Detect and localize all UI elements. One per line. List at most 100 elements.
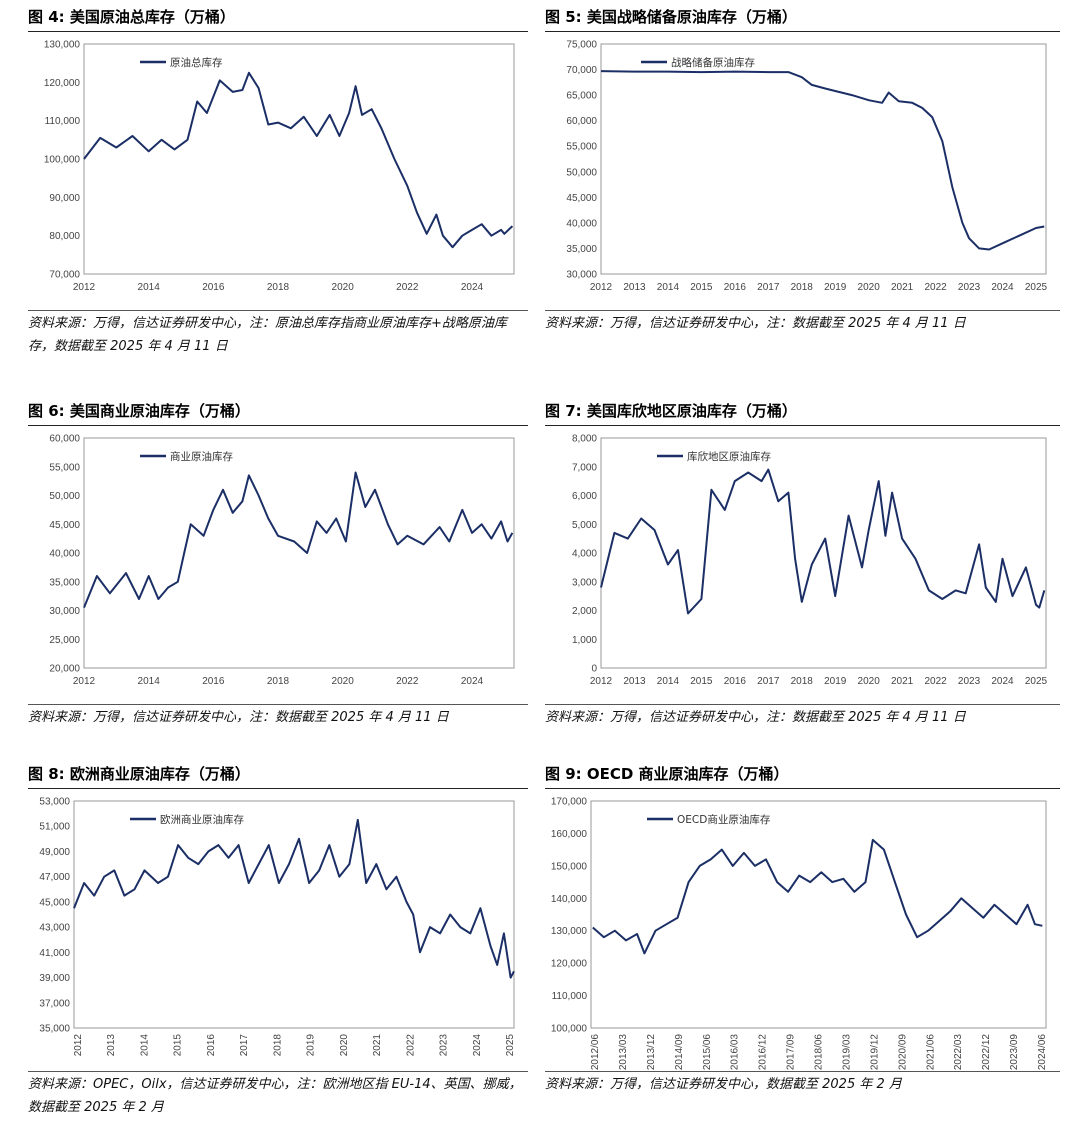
x-tick-label: 2013/03 bbox=[618, 1034, 629, 1071]
x-tick-label: 2018 bbox=[791, 282, 814, 293]
x-tick-label: 2020 bbox=[332, 676, 355, 687]
series-line bbox=[592, 838, 1043, 955]
y-tick-label: 35,000 bbox=[39, 1024, 70, 1035]
x-tick-label: 2020/09 bbox=[897, 1034, 908, 1071]
title-rule bbox=[28, 31, 528, 32]
x-tick-label: 2020 bbox=[858, 676, 881, 687]
y-tick-label: 170,000 bbox=[551, 797, 588, 808]
x-tick-label: 2015 bbox=[690, 676, 713, 687]
x-tick-label: 2024/06 bbox=[1037, 1034, 1048, 1071]
x-tick-label: 2025 bbox=[1025, 676, 1048, 687]
y-tick-label: 20,000 bbox=[49, 664, 80, 675]
x-tick-label: 2014 bbox=[139, 1034, 150, 1057]
title-rule bbox=[28, 788, 528, 789]
y-tick-label: 40,000 bbox=[49, 549, 80, 560]
x-tick-label: 2021 bbox=[372, 1034, 383, 1057]
series-line bbox=[83, 71, 514, 249]
source-note: 资料来源：OPEC，Oilx，信达证券研发中心，注：欧洲地区指 EU-14、英国… bbox=[28, 1077, 522, 1115]
x-tick-label: 2014 bbox=[657, 676, 680, 687]
y-tick-label: 35,000 bbox=[566, 244, 597, 255]
y-tick-label: 25,000 bbox=[49, 635, 80, 646]
title-rule bbox=[28, 425, 528, 426]
source-rule bbox=[545, 704, 1060, 705]
y-tick-label: 50,000 bbox=[566, 167, 597, 178]
title-rule bbox=[545, 425, 1060, 426]
y-tick-label: 150,000 bbox=[551, 861, 588, 872]
y-tick-label: 50,000 bbox=[49, 491, 80, 502]
x-tick-label: 2022/12 bbox=[981, 1034, 992, 1071]
plot-frame bbox=[83, 43, 515, 275]
x-tick-label: 2014 bbox=[138, 282, 161, 293]
source-rule bbox=[28, 704, 528, 705]
y-tick-label: 37,000 bbox=[39, 998, 70, 1009]
y-tick-label: 45,000 bbox=[49, 520, 80, 531]
x-tick-label: 2022 bbox=[396, 282, 419, 293]
y-tick-label: 110,000 bbox=[552, 991, 588, 1002]
x-tick-label: 2024 bbox=[991, 282, 1014, 293]
x-tick-label: 2021 bbox=[891, 282, 914, 293]
source-rule bbox=[28, 310, 528, 311]
y-tick-label: 120,000 bbox=[551, 959, 588, 970]
y-tick-label: 120,000 bbox=[44, 78, 81, 89]
y-tick-label: 7,000 bbox=[572, 462, 597, 473]
x-tick-label: 2023 bbox=[958, 282, 981, 293]
x-tick-label: 2017/09 bbox=[786, 1034, 797, 1071]
y-tick-label: 45,000 bbox=[566, 193, 597, 204]
chart-title: 图 9: OECD 商业原油库存（万桶） bbox=[545, 765, 789, 783]
x-tick-label: 2015 bbox=[690, 282, 713, 293]
y-tick-label: 1,000 bbox=[572, 635, 597, 646]
x-tick-label: 2021/06 bbox=[925, 1034, 936, 1071]
x-tick-label: 2018 bbox=[791, 676, 814, 687]
source-note: 资料来源：万得，信达证券研发中心，注：原油总库存指商业原油库存+战略原油库存，数… bbox=[28, 316, 507, 354]
legend-label: 战略储备原油库存 bbox=[671, 56, 755, 69]
y-tick-label: 0 bbox=[591, 664, 597, 675]
line-chart: 0 1,000 2,000 3,000 4,000 5,000 6,000 7,000 8,00… bbox=[572, 434, 1048, 688]
y-tick-label: 3,000 bbox=[572, 577, 597, 588]
x-tick-label: 2014 bbox=[657, 282, 680, 293]
x-tick-label: 2019 bbox=[306, 1034, 317, 1057]
chart-title: 图 4: 美国原油总库存（万桶） bbox=[28, 8, 235, 26]
x-tick-label: 2016/12 bbox=[758, 1034, 769, 1071]
y-tick-label: 45,000 bbox=[39, 897, 70, 908]
x-tick-label: 2012 bbox=[73, 676, 96, 687]
y-tick-label: 35,000 bbox=[49, 577, 80, 588]
x-tick-label: 2015/06 bbox=[702, 1034, 713, 1071]
y-tick-label: 30,000 bbox=[566, 270, 597, 281]
y-tick-label: 160,000 bbox=[551, 829, 588, 840]
y-tick-label: 65,000 bbox=[566, 91, 597, 102]
x-tick-label: 2019 bbox=[824, 676, 847, 687]
x-tick-label: 2014/09 bbox=[674, 1034, 685, 1071]
x-tick-label: 2012 bbox=[590, 676, 613, 687]
x-tick-label: 2013/12 bbox=[646, 1034, 657, 1071]
y-tick-label: 55,000 bbox=[49, 462, 80, 473]
y-tick-label: 70,000 bbox=[566, 65, 597, 76]
legend-label: 库欣地区原油库存 bbox=[687, 450, 771, 463]
series-line bbox=[600, 468, 1046, 615]
x-tick-label: 2018 bbox=[267, 282, 290, 293]
x-tick-label: 2016 bbox=[724, 676, 747, 687]
x-tick-label: 2020 bbox=[858, 282, 881, 293]
chart-title: 图 5: 美国战略储备原油库存（万桶） bbox=[545, 8, 797, 26]
x-tick-label: 2015 bbox=[173, 1034, 184, 1057]
y-tick-label: 80,000 bbox=[49, 231, 80, 242]
x-tick-label: 2016 bbox=[202, 282, 225, 293]
y-tick-label: 140,000 bbox=[551, 894, 588, 905]
x-tick-label: 2020 bbox=[332, 282, 355, 293]
y-tick-label: 53,000 bbox=[39, 797, 70, 808]
x-tick-label: 2016/03 bbox=[730, 1034, 741, 1071]
x-tick-label: 2016 bbox=[206, 1034, 217, 1057]
y-tick-label: 51,000 bbox=[39, 822, 70, 833]
x-tick-label: 2013 bbox=[106, 1034, 117, 1057]
x-tick-label: 2016 bbox=[724, 282, 747, 293]
plot-frame bbox=[83, 437, 515, 669]
x-tick-label: 2017 bbox=[239, 1034, 250, 1057]
y-tick-label: 2,000 bbox=[572, 606, 597, 617]
y-tick-label: 130,000 bbox=[551, 926, 588, 937]
legend-label: 商业原油库存 bbox=[170, 450, 233, 463]
x-tick-label: 2020 bbox=[339, 1034, 350, 1057]
line-chart: 20,000 25,000 30,000 35,000 40,000 45,000 50,0… bbox=[49, 434, 515, 687]
line-chart: 35,000 37,000 39,000 41,000 43,000 45,000 47,0… bbox=[39, 797, 516, 1057]
source-note: 资料来源：万得，信达证券研发中心，注：数据截至 2025 年 4 月 11 日 bbox=[545, 710, 966, 725]
x-tick-label: 2024 bbox=[472, 1034, 483, 1057]
plot-frame bbox=[600, 437, 1047, 669]
